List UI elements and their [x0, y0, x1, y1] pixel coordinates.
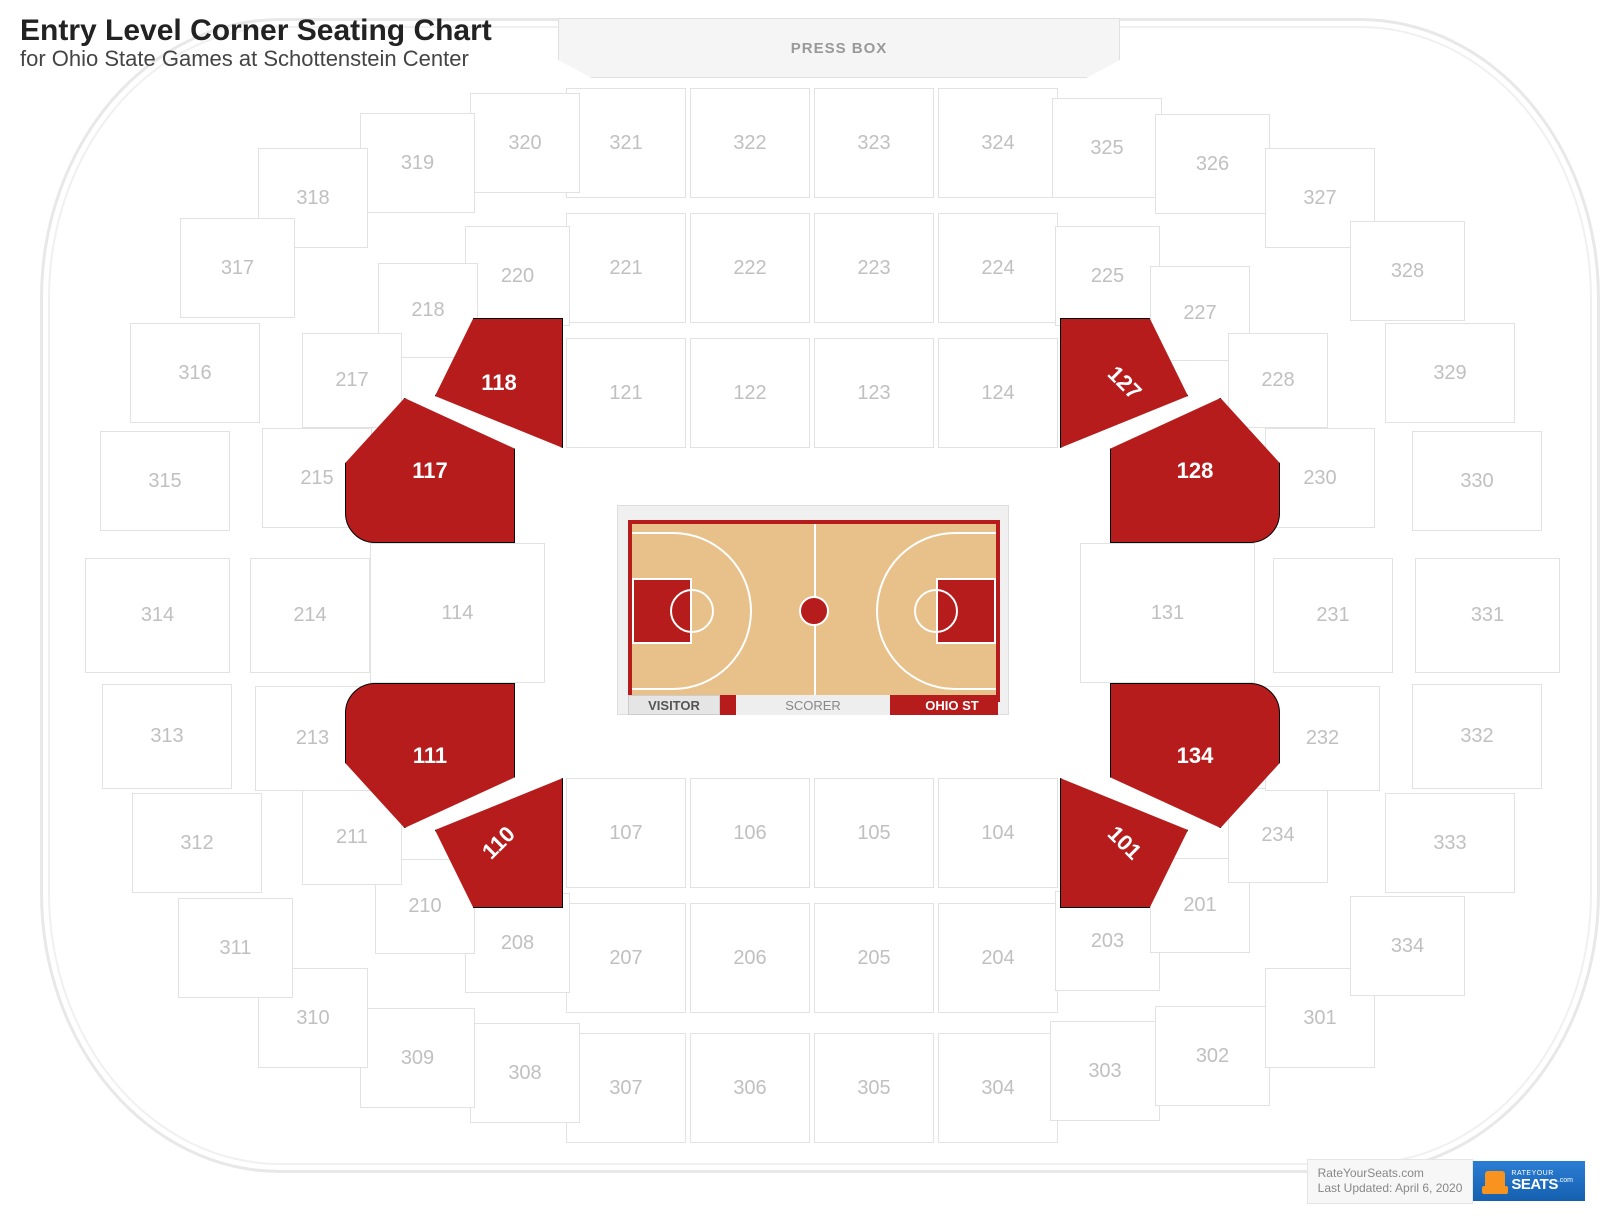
section-231[interactable]: 231: [1273, 558, 1393, 673]
section-314[interactable]: 314: [85, 558, 230, 673]
section-307[interactable]: 307: [566, 1033, 686, 1143]
section-331[interactable]: 331: [1415, 558, 1560, 673]
chart-subtitle: for Ohio State Games at Schottenstein Ce…: [20, 46, 492, 72]
section-123[interactable]: 123: [814, 338, 934, 448]
press-box: PRESS BOX: [558, 18, 1120, 78]
section-225[interactable]: 225: [1055, 226, 1160, 326]
rateyourseats-logo: RATEYOUR SEATS.com: [1473, 1161, 1585, 1201]
section-105[interactable]: 105: [814, 778, 934, 888]
section-329[interactable]: 329: [1385, 323, 1515, 423]
section-223[interactable]: 223: [814, 213, 934, 323]
section-306[interactable]: 306: [690, 1033, 810, 1143]
section-303[interactable]: 303: [1050, 1021, 1160, 1121]
section-205[interactable]: 205: [814, 903, 934, 1013]
bench-scorer: SCORER: [736, 695, 890, 715]
section-220[interactable]: 220: [465, 226, 570, 326]
section-311[interactable]: 311: [178, 898, 293, 998]
section-106[interactable]: 106: [690, 778, 810, 888]
section-208[interactable]: 208: [465, 893, 570, 993]
section-323[interactable]: 323: [814, 88, 934, 198]
section-207[interactable]: 207: [566, 903, 686, 1013]
section-328[interactable]: 328: [1350, 221, 1465, 321]
section-332[interactable]: 332: [1412, 684, 1542, 789]
section-321[interactable]: 321: [566, 88, 686, 198]
section-312[interactable]: 312: [132, 793, 262, 893]
section-204[interactable]: 204: [938, 903, 1058, 1013]
section-232[interactable]: 232: [1265, 686, 1380, 791]
section-304[interactable]: 304: [938, 1033, 1058, 1143]
section-334[interactable]: 334: [1350, 896, 1465, 996]
section-330[interactable]: 330: [1412, 431, 1542, 531]
basketball-court: [628, 520, 1000, 702]
bench-home: OHIO ST: [906, 695, 998, 715]
court-container: VISITOR SCORER OHIO ST: [617, 505, 1009, 715]
section-317[interactable]: 317: [180, 218, 295, 318]
section-228[interactable]: 228: [1228, 333, 1328, 428]
section-325[interactable]: 325: [1052, 98, 1162, 198]
section-308[interactable]: 308: [470, 1023, 580, 1123]
section-114[interactable]: 114: [370, 543, 545, 683]
section-217[interactable]: 217: [302, 333, 402, 428]
section-222[interactable]: 222: [690, 213, 810, 323]
section-326[interactable]: 326: [1155, 114, 1270, 214]
section-206[interactable]: 206: [690, 903, 810, 1013]
section-131[interactable]: 131: [1080, 543, 1255, 683]
section-230[interactable]: 230: [1265, 428, 1375, 528]
seat-icon: [1485, 1171, 1505, 1191]
section-107[interactable]: 107: [566, 778, 686, 888]
section-121[interactable]: 121: [566, 338, 686, 448]
section-315[interactable]: 315: [100, 431, 230, 531]
chart-title: Entry Level Corner Seating Chart: [20, 14, 492, 48]
section-316[interactable]: 316: [130, 323, 260, 423]
section-309[interactable]: 309: [360, 1008, 475, 1108]
section-122[interactable]: 122: [690, 338, 810, 448]
footer-attribution: RateYourSeats.com Last Updated: April 6,…: [1307, 1159, 1474, 1204]
section-324[interactable]: 324: [938, 88, 1058, 198]
section-104[interactable]: 104: [938, 778, 1058, 888]
section-319[interactable]: 319: [360, 113, 475, 213]
section-320[interactable]: 320: [470, 93, 580, 193]
section-124[interactable]: 124: [938, 338, 1058, 448]
section-322[interactable]: 322: [690, 88, 810, 198]
section-333[interactable]: 333: [1385, 793, 1515, 893]
bench-visitor: VISITOR: [628, 695, 720, 715]
section-302[interactable]: 302: [1155, 1006, 1270, 1106]
section-214[interactable]: 214: [250, 558, 370, 673]
arena-map: PRESS BOX 321 322 323 324 320 319 318 31…: [40, 18, 1600, 1173]
section-305[interactable]: 305: [814, 1033, 934, 1143]
section-224[interactable]: 224: [938, 213, 1058, 323]
section-221[interactable]: 221: [566, 213, 686, 323]
section-313[interactable]: 313: [102, 684, 232, 789]
footer: RateYourSeats.com Last Updated: April 6,…: [1307, 1159, 1585, 1204]
